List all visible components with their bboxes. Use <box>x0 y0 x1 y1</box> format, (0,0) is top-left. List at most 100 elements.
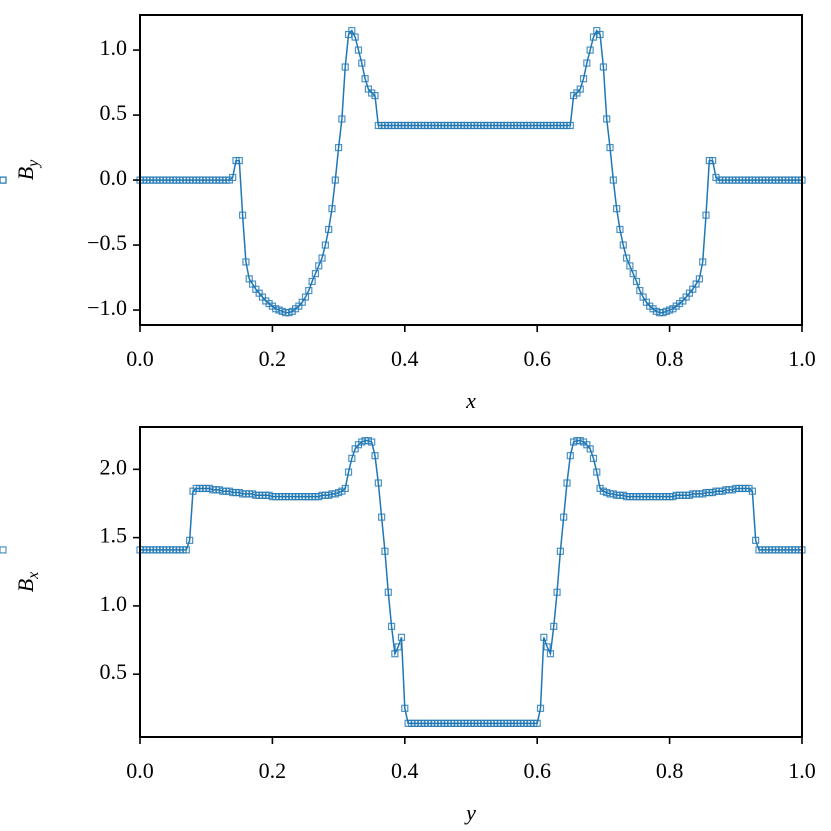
data-marker <box>632 277 641 286</box>
data-marker <box>391 650 399 658</box>
data-marker <box>368 438 376 446</box>
data-marker <box>583 59 591 67</box>
data-marker <box>0 176 7 184</box>
data-marker <box>0 176 7 184</box>
data-marker <box>560 513 568 521</box>
data-marker <box>335 143 343 152</box>
data-marker <box>709 156 717 165</box>
y-tick-label: 0.5 <box>100 659 128 684</box>
data-marker <box>609 176 617 184</box>
data-marker <box>229 173 237 182</box>
data-marker <box>344 468 353 476</box>
data-line <box>140 29 802 314</box>
data-marker <box>315 262 323 270</box>
data-marker <box>593 468 601 476</box>
data-marker <box>235 156 243 165</box>
data-marker <box>626 262 634 270</box>
y-tick-label: 0.0 <box>100 165 128 190</box>
data-marker <box>556 547 564 555</box>
x-axis-label: x <box>465 388 476 413</box>
data-marker <box>702 211 710 219</box>
y-tick-label: 2.0 <box>100 454 128 479</box>
data-marker <box>341 63 349 71</box>
data-marker <box>629 270 637 278</box>
data-marker <box>354 46 363 54</box>
data-marker <box>622 254 631 262</box>
data-marker <box>550 622 558 630</box>
y-axis-label: Bx <box>13 572 42 593</box>
data-marker <box>748 487 756 495</box>
data-marker <box>182 546 190 554</box>
data-marker <box>536 704 545 712</box>
data-marker <box>546 650 555 658</box>
x-tick-label: 0.2 <box>259 758 287 783</box>
y-tick-label: 1.5 <box>100 523 128 548</box>
data-marker <box>540 633 548 641</box>
data-marker <box>576 85 584 93</box>
data-marker <box>394 643 402 651</box>
data-marker <box>186 536 194 544</box>
data-marker <box>613 205 621 213</box>
x-tick-label: 0.0 <box>126 346 154 371</box>
data-marker <box>381 547 389 555</box>
data-marker <box>619 241 627 249</box>
y-tick-label: −1.0 <box>87 295 127 320</box>
y-tick-label: 1.0 <box>100 591 128 616</box>
data-line <box>140 439 802 725</box>
y-tick-label: 1.0 <box>100 35 128 60</box>
axes-frame <box>139 426 803 738</box>
data-marker <box>348 454 356 463</box>
data-marker <box>328 205 336 213</box>
y-axis-label: By <box>13 159 42 180</box>
data-marker <box>606 143 614 152</box>
x-tick-label: 0.8 <box>656 758 684 783</box>
data-marker <box>358 59 366 67</box>
data-marker <box>401 704 409 712</box>
data-marker <box>553 588 561 596</box>
data-marker <box>341 484 349 493</box>
data-marker <box>603 115 611 123</box>
data-marker <box>242 258 250 266</box>
x-tick-label: 0.4 <box>391 346 419 371</box>
y-tick-label: 0.5 <box>100 100 128 125</box>
data-marker <box>374 479 382 487</box>
x-tick-label: 0.2 <box>259 346 287 371</box>
data-marker <box>586 445 594 453</box>
data-marker <box>384 588 392 596</box>
data-marker <box>325 225 333 234</box>
data-marker <box>371 91 379 100</box>
data-marker <box>305 286 313 295</box>
x-tick-label: 0.8 <box>656 346 684 371</box>
data-marker <box>589 454 598 463</box>
data-marker <box>579 75 588 83</box>
data-marker <box>566 452 574 460</box>
data-marker <box>699 258 707 266</box>
y-axis-label-base: B <box>13 579 38 592</box>
y-tick-label: −0.5 <box>87 230 127 255</box>
data-marker <box>586 46 594 54</box>
data-marker <box>695 275 703 283</box>
data-marker <box>308 277 316 286</box>
y-axis-label-base: B <box>13 167 38 180</box>
data-marker <box>371 452 379 460</box>
data-marker <box>563 479 571 487</box>
x-tick-label: 0.6 <box>523 758 551 783</box>
data-marker <box>752 536 760 544</box>
data-marker <box>239 211 247 219</box>
data-marker <box>318 254 326 262</box>
data-marker <box>533 719 541 727</box>
y-axis-label-sub: x <box>25 572 42 580</box>
x-tick-label: 0.4 <box>391 758 419 783</box>
x-tick-label: 1.0 <box>788 346 816 371</box>
x-tick-label: 1.0 <box>788 758 816 783</box>
x-tick-label: 0.6 <box>523 346 551 371</box>
x-axis-label: y <box>464 800 476 825</box>
data-marker <box>596 30 604 39</box>
data-marker <box>378 513 386 521</box>
data-marker <box>338 115 346 123</box>
data-marker <box>566 121 574 130</box>
data-marker <box>616 225 624 234</box>
data-marker <box>0 546 7 554</box>
data-marker <box>321 241 329 249</box>
